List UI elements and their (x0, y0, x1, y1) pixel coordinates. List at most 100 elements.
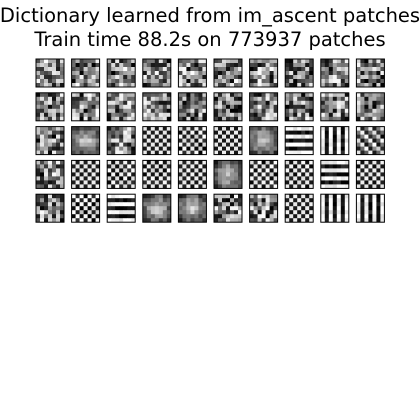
dictionary-atom-frame (142, 159, 172, 189)
dictionary-atom-frame (35, 159, 65, 189)
dictionary-atom-r4-c7 (249, 159, 279, 189)
dictionary-atom-frame (355, 58, 385, 88)
dictionary-atom-r1-c8 (284, 58, 314, 88)
dictionary-atom-frame (106, 58, 136, 88)
dictionary-atom-r5-c5 (177, 193, 207, 223)
dictionary-atom-frame (177, 58, 207, 88)
dictionary-atom-r5-c9 (320, 193, 350, 223)
dictionary-atom-frame (213, 92, 243, 122)
dictionary-atom-r3-c4 (142, 126, 172, 156)
dictionary-atom-frame (35, 92, 65, 122)
dictionary-atom-r1-c1 (35, 58, 65, 88)
dictionary-atom-frame (284, 193, 314, 223)
dictionary-atom-r4-c8 (284, 159, 314, 189)
dictionary-atom-frame (142, 58, 172, 88)
dictionary-atom-frame (320, 58, 350, 88)
dictionary-atom-r4-c1 (35, 159, 65, 189)
dictionary-atom-frame (249, 58, 279, 88)
figure-title-line-1: Dictionary learned from im_ascent patche… (0, 4, 420, 27)
dictionary-atom-frame (106, 193, 136, 223)
dictionary-atom-r2-c8 (284, 92, 314, 122)
dictionary-atom-r5-c8 (284, 193, 314, 223)
dictionary-atom-frame (35, 58, 65, 88)
dictionary-atom-frame (35, 193, 65, 223)
dictionary-atom-r4-c10 (355, 159, 385, 189)
dictionary-atom-r5-c2 (71, 193, 101, 223)
dictionary-atom-frame (249, 193, 279, 223)
dictionary-atom-r4-c9 (320, 159, 350, 189)
dictionary-atom-r1-c10 (355, 58, 385, 88)
dictionary-atom-r2-c2 (71, 92, 101, 122)
dictionary-atom-r3-c1 (35, 126, 65, 156)
dictionary-atom-r1-c3 (106, 58, 136, 88)
dictionary-atom-r1-c2 (71, 58, 101, 88)
dictionary-atom-frame (249, 92, 279, 122)
dictionary-atom-r2-c7 (249, 92, 279, 122)
dictionary-atom-frame (35, 126, 65, 156)
dictionary-atom-frame (284, 92, 314, 122)
dictionary-atom-r5-c7 (249, 193, 279, 223)
figure-title-line-2: Train time 88.2s on 773937 patches (34, 28, 386, 51)
dictionary-atom-r4-c2 (71, 159, 101, 189)
dictionary-atom-r2-c9 (320, 92, 350, 122)
dictionary-atom-frame (284, 126, 314, 156)
dictionary-atom-frame (249, 126, 279, 156)
dictionary-atom-frame (71, 126, 101, 156)
dictionary-atom-frame (320, 159, 350, 189)
dictionary-atom-frame (320, 126, 350, 156)
dictionary-atom-frame (177, 193, 207, 223)
dictionary-atom-r5-c3 (106, 193, 136, 223)
dictionary-atom-r5-c10 (355, 193, 385, 223)
dictionary-atom-r5-c1 (35, 193, 65, 223)
dictionary-atom-r1-c4 (142, 58, 172, 88)
dictionary-atom-r3-c3 (106, 126, 136, 156)
dictionary-atom-r3-c6 (213, 126, 243, 156)
dictionary-atom-r3-c7 (249, 126, 279, 156)
dictionary-atom-frame (213, 126, 243, 156)
dictionary-atom-r1-c5 (177, 58, 207, 88)
dictionary-atom-r2-c4 (142, 92, 172, 122)
dictionary-atom-frame (71, 58, 101, 88)
dictionary-atom-frame (320, 92, 350, 122)
dictionary-atom-r3-c10 (355, 126, 385, 156)
dictionary-atom-r5-c4 (142, 193, 172, 223)
dictionary-atom-frame (71, 92, 101, 122)
dictionary-atom-frame (320, 193, 350, 223)
dictionary-atom-frame (177, 92, 207, 122)
dictionary-atom-frame (213, 58, 243, 88)
dictionary-atom-r5-c6 (213, 193, 243, 223)
dictionary-atom-frame (355, 92, 385, 122)
dictionary-atom-r2-c10 (355, 92, 385, 122)
dictionary-atom-frame (106, 126, 136, 156)
dictionary-atom-frame (249, 159, 279, 189)
dictionary-atom-r2-c5 (177, 92, 207, 122)
dictionary-atom-r4-c4 (142, 159, 172, 189)
dictionary-atom-frame (177, 126, 207, 156)
dictionary-atom-frame (213, 159, 243, 189)
dictionary-atom-r3-c9 (320, 126, 350, 156)
dictionary-atom-r4-c3 (106, 159, 136, 189)
dictionary-atom-r3-c5 (177, 126, 207, 156)
dictionary-atom-frame (106, 92, 136, 122)
dictionary-atom-r3-c2 (71, 126, 101, 156)
dictionary-atom-frame (142, 92, 172, 122)
dictionary-atom-r2-c1 (35, 92, 65, 122)
dictionary-atom-frame (284, 159, 314, 189)
dictionary-atom-r2-c3 (106, 92, 136, 122)
dictionary-atom-frame (177, 159, 207, 189)
dictionary-atom-frame (284, 58, 314, 88)
dictionary-atom-r1-c7 (249, 58, 279, 88)
dictionary-atom-r4-c5 (177, 159, 207, 189)
dictionary-atom-frame (106, 159, 136, 189)
dictionary-atom-frame (142, 193, 172, 223)
dictionary-atom-frame (355, 193, 385, 223)
dictionary-atom-frame (213, 193, 243, 223)
dictionary-atom-r1-c6 (213, 58, 243, 88)
dictionary-atom-frame (142, 126, 172, 156)
dictionary-atom-frame (355, 126, 385, 156)
dictionary-atom-r3-c8 (284, 126, 314, 156)
dictionary-atom-r1-c9 (320, 58, 350, 88)
dictionary-atom-frame (71, 159, 101, 189)
